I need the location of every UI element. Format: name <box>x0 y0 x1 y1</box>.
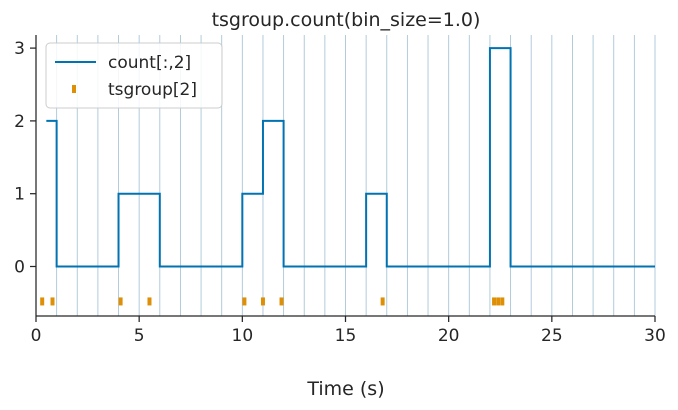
event-marker <box>380 297 385 306</box>
event-marker <box>242 297 247 306</box>
count-series <box>46 47 655 268</box>
event-marker <box>147 297 152 306</box>
chart-title: tsgroup.count(bin_size=1.0) <box>212 9 481 31</box>
event-marker <box>118 297 123 306</box>
x-tick-label: 30 <box>644 326 666 346</box>
x-tick-label: 10 <box>232 326 254 346</box>
event-marker <box>492 297 497 306</box>
x-tick-label: 0 <box>31 326 42 346</box>
x-axis-label: Time (s) <box>306 378 384 400</box>
x-tick-label: 5 <box>134 326 145 346</box>
legend-box <box>45 42 223 109</box>
event-marker <box>260 297 265 306</box>
y-tick-label: 2 <box>14 112 25 132</box>
legend-label-count: count[:,2] <box>108 53 191 73</box>
legend-label-events: tsgroup[2] <box>108 80 197 100</box>
count-line <box>46 47 655 268</box>
x-tick-label: 25 <box>541 326 563 346</box>
y-tick-label: 3 <box>14 39 25 59</box>
event-marker <box>40 297 45 306</box>
axes: 0 5 10 15 20 25 30 0 1 2 3 <box>14 35 666 346</box>
event-series <box>40 297 505 306</box>
event-marker <box>500 297 505 306</box>
y-tick-label: 0 <box>14 257 25 277</box>
x-tick-label: 15 <box>335 326 357 346</box>
x-tick-label: 20 <box>438 326 460 346</box>
event-marker <box>279 297 284 306</box>
y-tick-label: 1 <box>14 185 25 205</box>
event-marker <box>50 297 55 306</box>
legend-swatch-events <box>72 85 76 93</box>
event-marker <box>496 297 501 306</box>
legend: count[:,2] tsgroup[2] <box>45 42 223 109</box>
